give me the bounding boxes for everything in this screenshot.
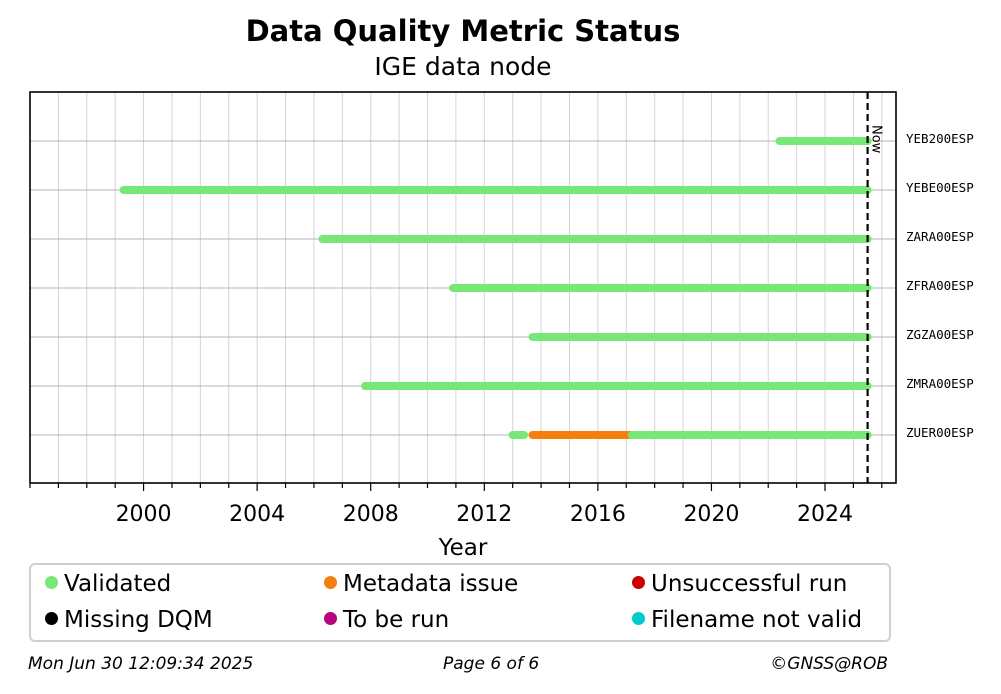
legend-dot-unsuccessful-run bbox=[632, 576, 645, 589]
station-label: ZMRA00ESP bbox=[906, 376, 974, 391]
legend: Validated Metadata issue Unsuccessful ru… bbox=[29, 563, 891, 642]
x-axis-label: Year bbox=[438, 535, 488, 560]
footer-timestamp: Mon Jun 30 12:09:34 2025 bbox=[28, 654, 254, 674]
station-label: YEB200ESP bbox=[906, 131, 974, 146]
x-axis-ticks: 2000 2004 2008 2012 2016 2020 2024 bbox=[29, 483, 883, 527]
x-tick-label: 2012 bbox=[456, 502, 512, 527]
x-tick-label: 2004 bbox=[229, 502, 285, 527]
legend-item-unsuccessful-run: Unsuccessful run bbox=[632, 571, 847, 597]
segments-layer bbox=[119, 137, 872, 439]
chart-subtitle: IGE data node bbox=[374, 52, 552, 81]
legend-item-to-be-run: To be run bbox=[324, 607, 449, 633]
x-tick-label: 2000 bbox=[116, 502, 172, 527]
legend-item-missing-dqm: Missing DQM bbox=[45, 607, 213, 633]
now-label: Now bbox=[869, 125, 884, 154]
footer-copyright: ©GNSS@ROB bbox=[770, 654, 888, 674]
legend-label: Unsuccessful run bbox=[651, 571, 848, 597]
legend-label: Missing DQM bbox=[64, 607, 213, 633]
legend-dot-to-be-run bbox=[324, 612, 337, 625]
station-label: YEBE00ESP bbox=[906, 180, 974, 195]
station-label: ZUER00ESP bbox=[906, 425, 974, 440]
legend-label: Validated bbox=[64, 571, 172, 597]
legend-label: To be run bbox=[343, 607, 450, 633]
legend-item-metadata-issue: Metadata issue bbox=[324, 571, 518, 597]
station-label: ZGZA00ESP bbox=[906, 327, 974, 342]
x-tick-label: 2016 bbox=[570, 502, 626, 527]
legend-dot-missing-dqm bbox=[45, 612, 58, 625]
legend-dot-validated bbox=[45, 576, 58, 589]
legend-item-validated: Validated bbox=[45, 571, 171, 597]
plot-frame bbox=[29, 91, 897, 484]
x-tick-label: 2020 bbox=[683, 502, 739, 527]
x-tick-label: 2008 bbox=[343, 502, 399, 527]
legend-label: Metadata issue bbox=[343, 571, 519, 597]
chart-title: Data Quality Metric Status bbox=[245, 14, 681, 48]
footer-page: Page 6 of 6 bbox=[443, 654, 540, 674]
legend-dot-filename-not-valid bbox=[632, 612, 645, 625]
legend-dot-metadata-issue bbox=[324, 576, 337, 589]
station-label: ZARA00ESP bbox=[906, 229, 974, 244]
legend-label: Filename not valid bbox=[651, 607, 863, 633]
x-tick-label: 2024 bbox=[797, 502, 853, 527]
station-label: ZFRA00ESP bbox=[906, 278, 974, 293]
station-labels: YEB200ESP YEBE00ESP ZARA00ESP ZFRA00ESP ZGZA… bbox=[906, 131, 974, 440]
timeline-chart: YEB200ESP YEBE00ESP ZARA00ESP ZFRA00ESP ZGZA… bbox=[29, 91, 974, 560]
legend-item-filename-not-valid: Filename not valid bbox=[632, 607, 862, 633]
